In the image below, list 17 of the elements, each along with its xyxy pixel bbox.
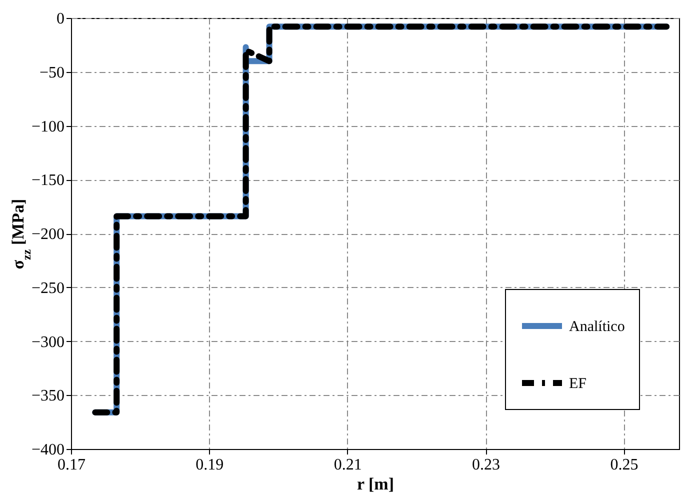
y-tick-label: −250 [31, 280, 64, 297]
legend-label: EF [569, 376, 587, 392]
y-tick-label: −50 [39, 64, 64, 82]
y-tick-label: −200 [31, 226, 64, 243]
y-tick-label: −300 [31, 334, 64, 351]
y-tick-label: −350 [31, 388, 64, 405]
y-tick-label: −150 [31, 172, 64, 190]
x-axis-title: r [m] [357, 474, 394, 494]
y-tick-label: −100 [31, 118, 64, 136]
x-tick-label: 0.25 [610, 456, 638, 474]
y-tick-label: −400 [31, 442, 64, 458]
x-tick-label: 0.23 [472, 456, 500, 474]
y-tick-label: 0 [56, 10, 64, 28]
x-tick-label: 0.17 [58, 456, 86, 474]
x-tick-label: 0.19 [196, 456, 224, 474]
x-tick-label: 0.21 [334, 456, 362, 474]
legend-label: Analítico [569, 319, 625, 335]
